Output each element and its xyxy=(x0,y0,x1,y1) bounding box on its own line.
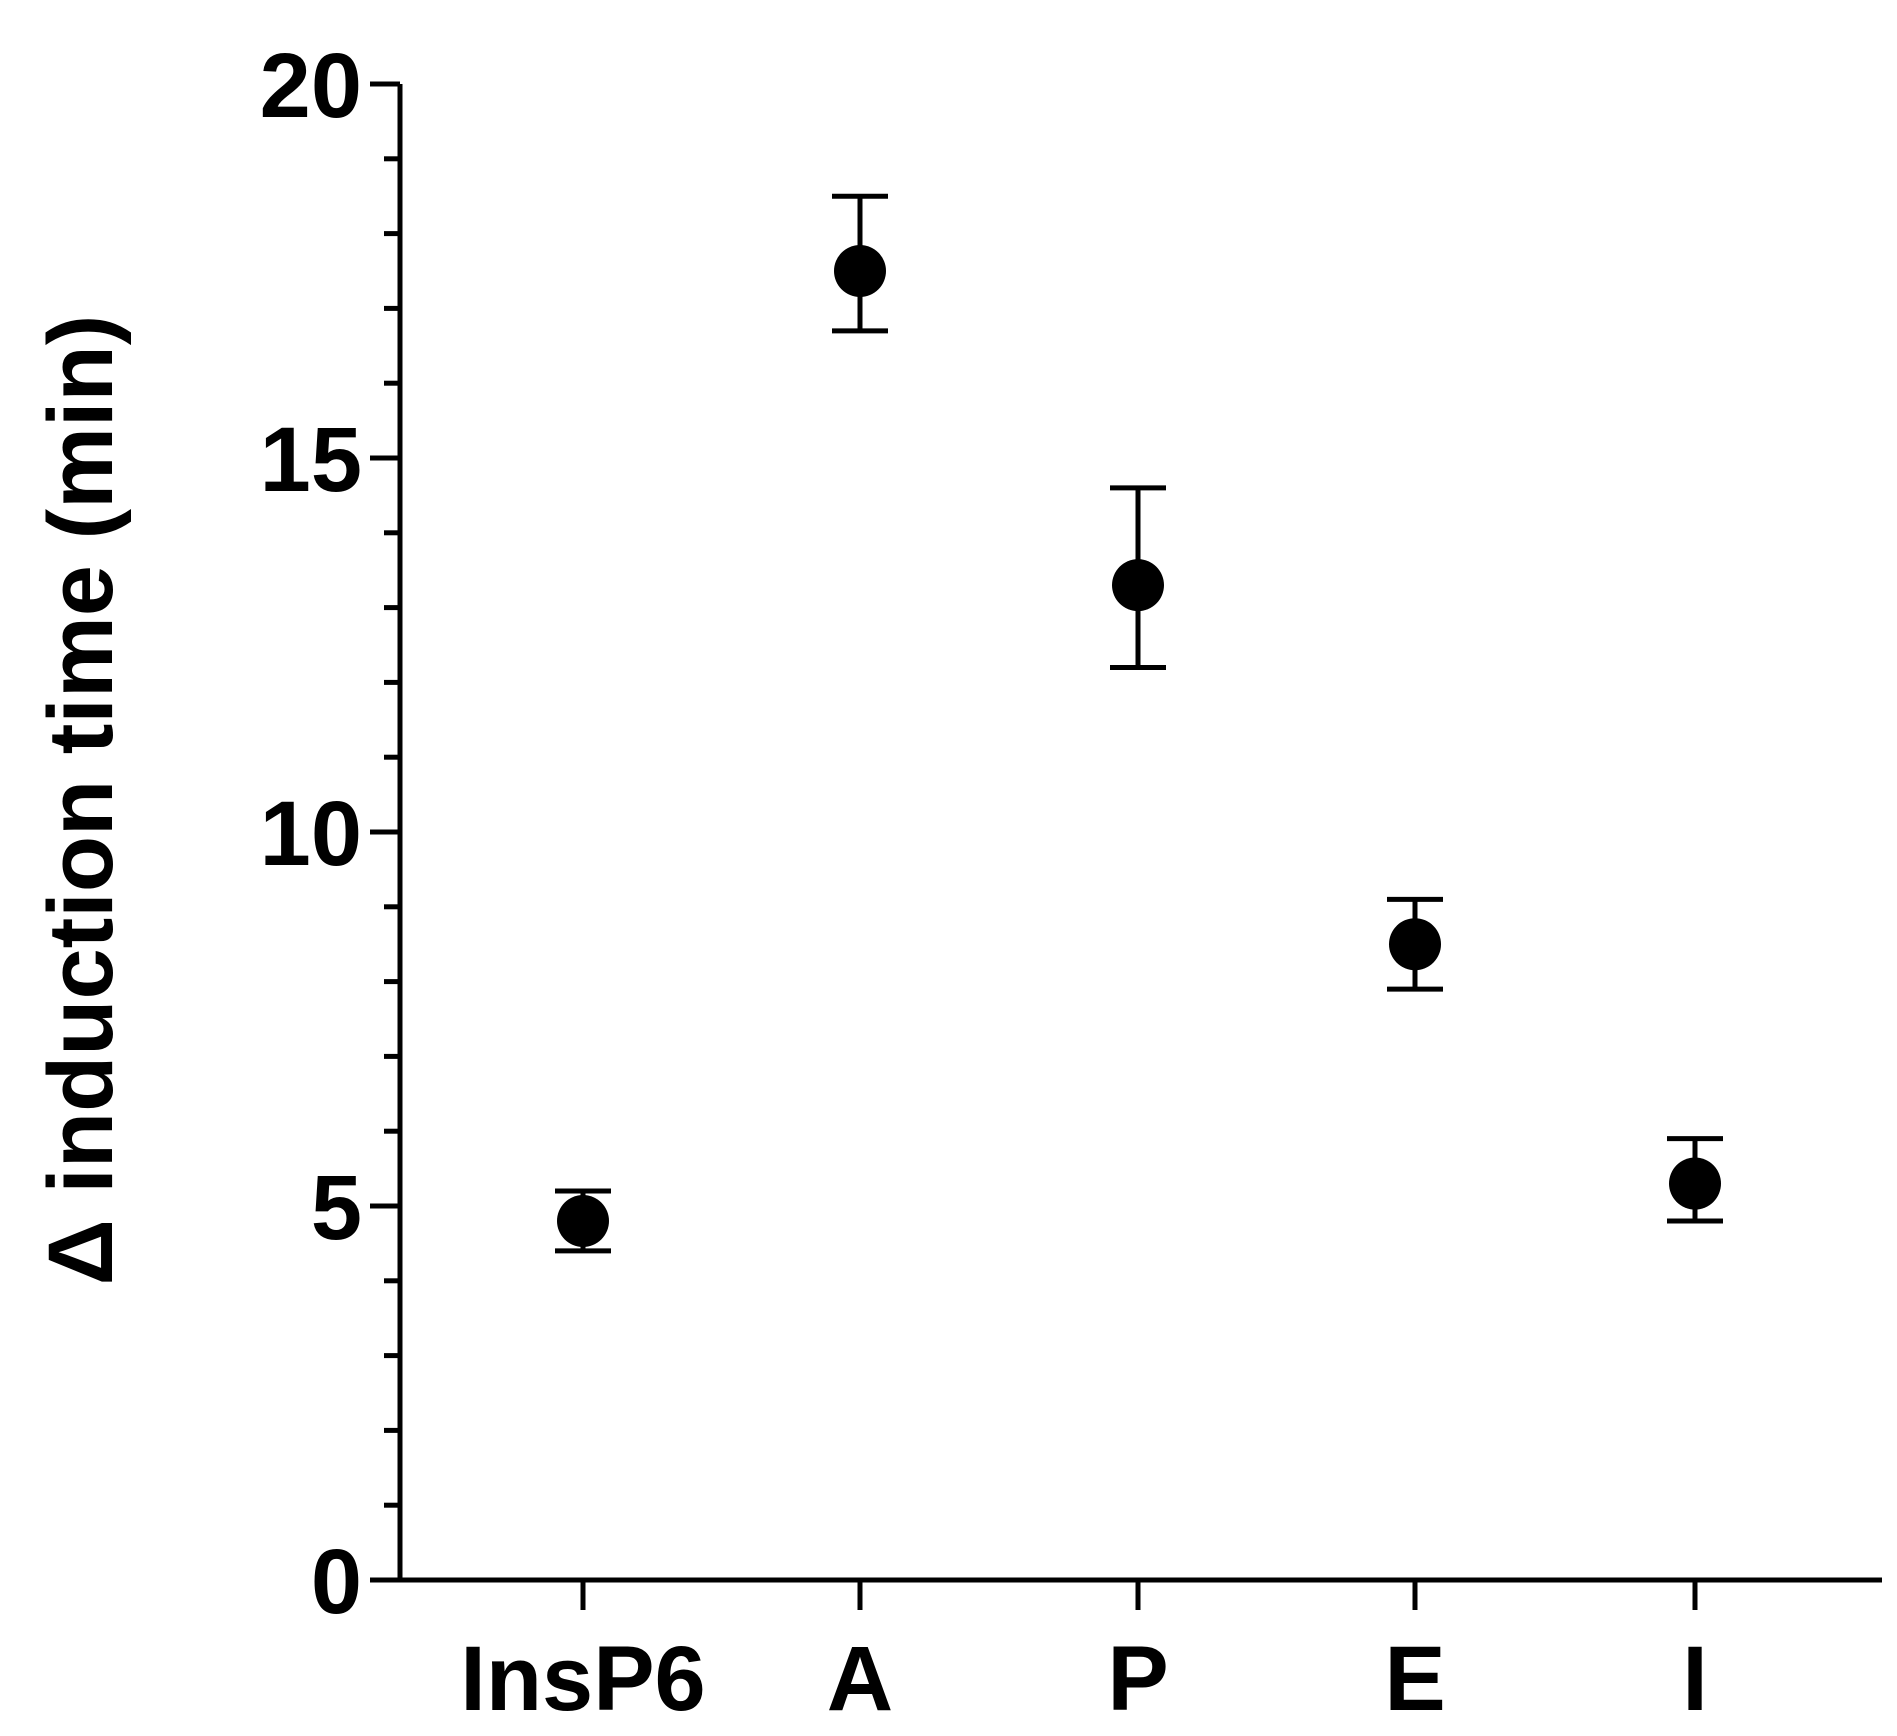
x-tick-label: E xyxy=(1384,1628,1445,1730)
y-axis-title: Δ induction time (min) xyxy=(30,315,132,1286)
y-tick-label: 10 xyxy=(260,783,362,885)
data-point xyxy=(834,245,886,297)
data-point xyxy=(557,1194,609,1247)
y-tick-label: 5 xyxy=(311,1157,362,1259)
y-tick-label: 0 xyxy=(311,1531,362,1633)
x-axis-ticks: InsP6 A P E I xyxy=(460,1580,1708,1730)
x-tick-label: A xyxy=(827,1628,893,1730)
x-tick-label: I xyxy=(1682,1628,1708,1730)
data-points xyxy=(555,193,1723,1254)
data-point xyxy=(1389,918,1441,971)
x-tick-label: P xyxy=(1107,1628,1168,1730)
y-tick-label: 20 xyxy=(260,35,362,137)
data-point xyxy=(1112,559,1164,612)
data-point xyxy=(1669,1157,1721,1210)
y-axis-ticks: 0 5 10 15 20 xyxy=(260,35,400,1633)
y-tick-label: 15 xyxy=(260,409,362,511)
axes xyxy=(370,84,1882,1583)
x-tick-label: InsP6 xyxy=(460,1628,705,1730)
